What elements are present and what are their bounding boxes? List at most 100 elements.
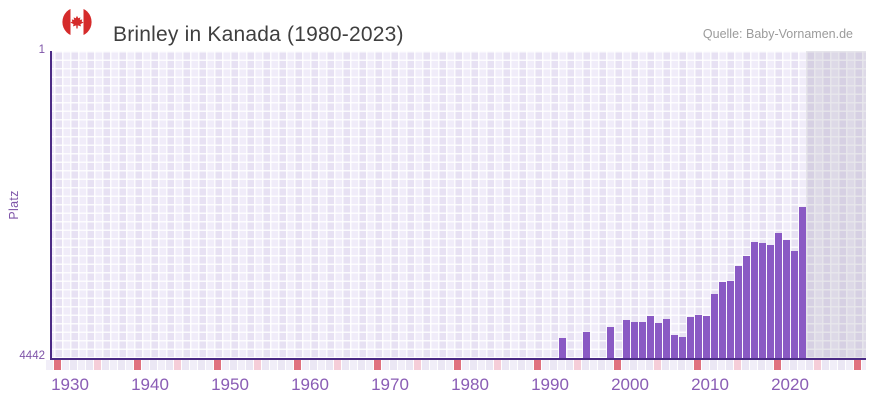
year-cell-1999 xyxy=(622,360,629,370)
year-cell-1959 xyxy=(302,360,309,370)
year-cell-1970 xyxy=(390,360,397,370)
x-axis-line xyxy=(50,358,866,360)
bar-2008[interactable] xyxy=(695,315,702,358)
year-cell-1985 xyxy=(510,360,517,370)
bar-2010[interactable] xyxy=(711,293,718,358)
year-cell-1987 xyxy=(526,360,533,370)
year-cell-1942 xyxy=(166,360,173,370)
y-axis-top-label: 1 xyxy=(38,44,45,56)
year-cell-1936 xyxy=(118,360,125,370)
year-cell-1944 xyxy=(182,360,189,370)
bar-2017[interactable] xyxy=(767,244,774,358)
year-cell-1943 xyxy=(174,360,181,370)
year-cell-1939 xyxy=(142,360,149,370)
year-cell-1982 xyxy=(486,360,493,370)
year-cell-1969 xyxy=(382,360,389,370)
bar-2005[interactable] xyxy=(671,335,678,358)
year-cell-2001 xyxy=(638,360,645,370)
year-cell-1981 xyxy=(478,360,485,370)
bar-2020[interactable] xyxy=(791,251,798,358)
year-cell-2027 xyxy=(846,360,853,370)
year-cell-2015 xyxy=(750,360,757,370)
bar-1999[interactable] xyxy=(623,319,630,358)
bar-2007[interactable] xyxy=(687,317,694,358)
year-cell-1941 xyxy=(158,360,165,370)
bar-1991[interactable] xyxy=(559,337,566,358)
bar-2019[interactable] xyxy=(783,240,790,358)
year-cell-1971 xyxy=(398,360,405,370)
bar-2016[interactable] xyxy=(759,243,766,358)
year-cell-2007 xyxy=(686,360,693,370)
bar-2001[interactable] xyxy=(639,321,646,358)
year-cell-1948 xyxy=(214,360,221,370)
year-cell-2026 xyxy=(838,360,845,370)
year-cell-1962 xyxy=(326,360,333,370)
year-cell-2014 xyxy=(742,360,749,370)
year-cell-1994 xyxy=(582,360,589,370)
year-cell-1990 xyxy=(550,360,557,370)
bar-2006[interactable] xyxy=(679,337,686,358)
year-cell-1961 xyxy=(318,360,325,370)
canada-flag-icon xyxy=(62,7,92,37)
year-cell-1956 xyxy=(278,360,285,370)
year-cell-1931 xyxy=(78,360,85,370)
year-cell-2018 xyxy=(774,360,781,370)
year-cell-1957 xyxy=(286,360,293,370)
bar-2015[interactable] xyxy=(751,242,758,358)
year-cell-2017 xyxy=(766,360,773,370)
bar-2002[interactable] xyxy=(647,316,654,358)
year-cell-1938 xyxy=(134,360,141,370)
bar-1997[interactable] xyxy=(607,327,614,358)
bar-2012[interactable] xyxy=(727,280,734,358)
year-cell-1995 xyxy=(590,360,597,370)
year-cell-2019 xyxy=(782,360,789,370)
year-cell-1975 xyxy=(430,360,437,370)
bar-2000[interactable] xyxy=(631,321,638,358)
year-cell-1963 xyxy=(334,360,341,370)
bar-2009[interactable] xyxy=(703,316,710,358)
x-tick-1990: 1990 xyxy=(531,375,569,394)
bar-2011[interactable] xyxy=(719,281,726,358)
year-cell-2004 xyxy=(662,360,669,370)
x-tick-1940: 1940 xyxy=(131,375,169,394)
bar-2013[interactable] xyxy=(735,265,742,358)
bar-2004[interactable] xyxy=(663,319,670,358)
year-cell-2025 xyxy=(830,360,837,370)
year-cell-2022 xyxy=(806,360,813,370)
year-cell-1940 xyxy=(150,360,157,370)
year-cell-2016 xyxy=(758,360,765,370)
year-cell-1945 xyxy=(190,360,197,370)
year-cell-2003 xyxy=(654,360,661,370)
bar-2021[interactable] xyxy=(799,206,806,358)
x-tick-1960: 1960 xyxy=(291,375,329,394)
year-cell-1952 xyxy=(246,360,253,370)
year-cell-1966 xyxy=(358,360,365,370)
year-cell-2000 xyxy=(630,360,637,370)
bar-2018[interactable] xyxy=(775,232,782,358)
y-axis-bottom-label: 4442 xyxy=(19,350,45,362)
bar-2003[interactable] xyxy=(655,322,662,358)
year-cell-1991 xyxy=(558,360,565,370)
year-cell-2010 xyxy=(710,360,717,370)
year-cell-1928 xyxy=(54,360,61,370)
year-cell-1934 xyxy=(102,360,109,370)
bar-1994[interactable] xyxy=(583,331,590,358)
year-cell-1930 xyxy=(70,360,77,370)
year-cell-2020 xyxy=(790,360,797,370)
bar-2014[interactable] xyxy=(743,255,750,358)
year-cell-2008 xyxy=(694,360,701,370)
year-cell-1932 xyxy=(86,360,93,370)
year-cell-1974 xyxy=(422,360,429,370)
year-cell-1986 xyxy=(518,360,525,370)
year-cell-1979 xyxy=(462,360,469,370)
year-cell-1973 xyxy=(414,360,421,370)
year-cell-1983 xyxy=(494,360,501,370)
year-cell-2013 xyxy=(734,360,741,370)
year-cell-2023 xyxy=(814,360,821,370)
year-cell-1978 xyxy=(454,360,461,370)
x-tick-2000: 2000 xyxy=(611,375,649,394)
year-cell-1998 xyxy=(614,360,621,370)
year-cell-1988 xyxy=(534,360,541,370)
chart-title: Brinley in Kanada (1980-2023) xyxy=(113,23,404,47)
